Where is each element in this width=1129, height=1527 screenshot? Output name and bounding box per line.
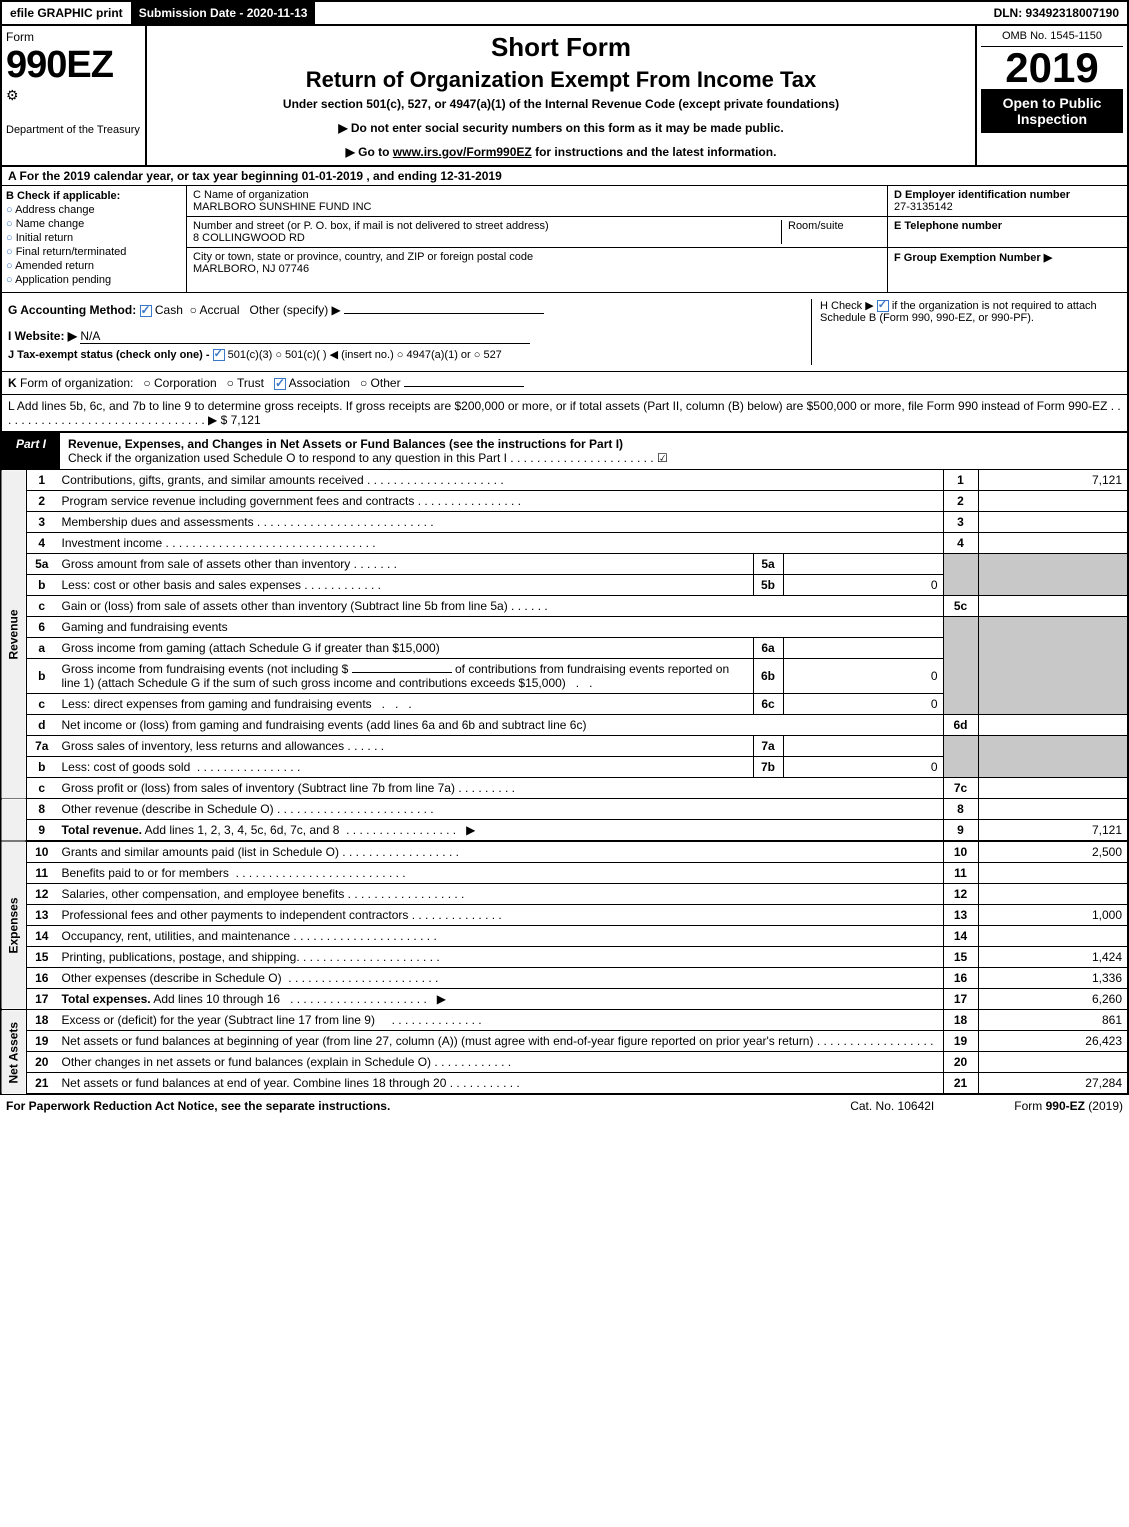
catalog-number: Cat. No. 10642I (850, 1099, 934, 1113)
room-suite-label: Room/suite (781, 220, 881, 244)
h-check-label: H Check ▶ (820, 300, 874, 312)
efile-label[interactable]: efile GRAPHIC print (2, 2, 131, 24)
chk-final-return[interactable]: Final return/terminated (6, 246, 182, 258)
chk-name-change[interactable]: Name change (6, 218, 182, 230)
irs-link[interactable]: www.irs.gov/Form990EZ (393, 145, 532, 159)
mid-block: G Accounting Method: Cash ○ Accrual Othe… (0, 293, 1129, 372)
ein-label: D Employer identification number (894, 189, 1070, 201)
paperwork-notice: For Paperwork Reduction Act Notice, see … (6, 1099, 390, 1113)
top-bar: efile GRAPHIC print Submission Date - 20… (0, 0, 1129, 26)
form-header: Form 990EZ ⚙ Department of the Treasury … (0, 26, 1129, 167)
part-1-check-note: Check if the organization used Schedule … (68, 451, 668, 465)
total-expenses: 6,260 (978, 989, 1128, 1010)
subtitle: Under section 501(c), 527, or 4947(a)(1)… (153, 97, 969, 111)
note-instructions: ▶ Go to www.irs.gov/Form990EZ for instru… (153, 145, 969, 159)
department: Department of the Treasury (6, 124, 141, 136)
form-ref: Form 990-EZ (2019) (1014, 1099, 1123, 1113)
city-label: City or town, state or province, country… (193, 251, 533, 263)
chk-association[interactable] (274, 378, 286, 390)
total-revenue: 7,121 (978, 820, 1128, 842)
form-label: Form (6, 30, 141, 44)
revenue-vlabel: Revenue (1, 470, 27, 799)
chk-schedule-b[interactable] (877, 300, 889, 312)
org-name-label: C Name of organization (193, 189, 309, 201)
tax-exempt-label: J Tax-exempt status (check only one) - (8, 349, 210, 361)
expenses-vlabel: Expenses (1, 841, 27, 1010)
short-form-title: Short Form (153, 32, 969, 63)
part-1-title: Revenue, Expenses, and Changes in Net As… (68, 437, 623, 451)
col-b-checkboxes: B Check if applicable: Address change Na… (2, 186, 187, 292)
form-of-organization: K Form of organization: ○ Corporation ○ … (0, 372, 1129, 395)
chk-initial-return[interactable]: Initial return (6, 232, 182, 244)
form-number: 990EZ (6, 44, 141, 87)
chk-cash[interactable] (140, 305, 152, 317)
group-exemption-label: F Group Exemption Number ▶ (894, 252, 1052, 264)
chk-application-pending[interactable]: Application pending (6, 274, 182, 286)
chk-amended-return[interactable]: Amended return (6, 260, 182, 272)
chk-address-change[interactable]: Address change (6, 204, 182, 216)
city-state-zip: MARLBORO, NJ 07746 (193, 263, 309, 275)
tax-exempt-options: 501(c)(3) ○ 501(c)( ) ◀ (insert no.) ○ 4… (228, 349, 502, 361)
org-name: MARLBORO SUNSHINE FUND INC (193, 201, 371, 213)
col-c-org-info: C Name of organization MARLBORO SUNSHINE… (187, 186, 887, 292)
chk-501c3[interactable] (213, 349, 225, 361)
address: 8 COLLINGWOOD RD (193, 232, 305, 244)
gross-receipts-note: L Add lines 5b, 6c, and 7b to line 9 to … (0, 395, 1129, 433)
address-label: Number and street (or P. O. box, if mail… (193, 220, 549, 232)
open-to-public: Open to Public Inspection (981, 89, 1123, 133)
note-public: ▶ Do not enter social security numbers o… (153, 121, 969, 135)
accounting-method-label: G Accounting Method: (8, 303, 136, 317)
website-label: I Website: ▶ (8, 329, 77, 343)
ein: 27-3135142 (894, 201, 953, 213)
line-1-amount: 7,121 (978, 470, 1128, 491)
entity-block: B Check if applicable: Address change Na… (0, 186, 1129, 293)
net-assets-eoy: 27,284 (978, 1073, 1128, 1095)
part-1-tab: Part I (2, 433, 60, 469)
col-d-ids: D Employer identification number 27-3135… (887, 186, 1127, 292)
col-b-label: B Check if applicable: (6, 190, 120, 202)
net-assets-vlabel: Net Assets (1, 1010, 27, 1095)
main-title: Return of Organization Exempt From Incom… (153, 67, 969, 93)
submission-date: Submission Date - 2020-11-13 (131, 2, 316, 24)
tax-year: 2019 (981, 47, 1123, 89)
page-footer: For Paperwork Reduction Act Notice, see … (0, 1095, 1129, 1117)
revenue-expense-table: Revenue 1 Contributions, gifts, grants, … (0, 470, 1129, 1095)
website-value: N/A (80, 329, 530, 344)
telephone-label: E Telephone number (894, 220, 1002, 232)
dln: DLN: 93492318007190 (986, 2, 1127, 24)
part-1-header: Part I Revenue, Expenses, and Changes in… (0, 433, 1129, 470)
section-a-tax-year: A For the 2019 calendar year, or tax yea… (0, 167, 1129, 186)
